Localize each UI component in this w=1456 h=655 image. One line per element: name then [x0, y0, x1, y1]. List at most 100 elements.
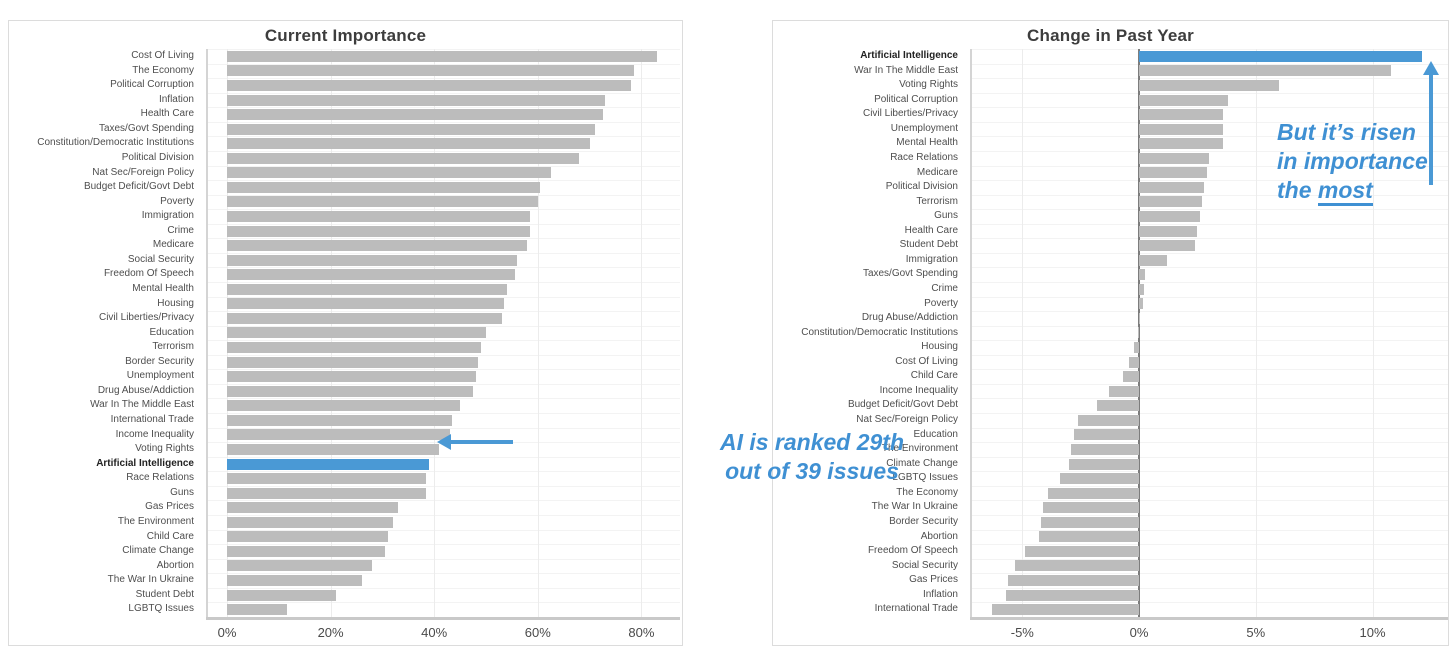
- row-gridline: [970, 252, 1448, 254]
- category-label: Budget Deficit/Govt Debt: [83, 181, 194, 192]
- bar: [1139, 196, 1202, 208]
- bar: [1134, 342, 1139, 353]
- x-axis-line: [970, 617, 1448, 620]
- row-gridline: [206, 500, 680, 502]
- bar: [227, 283, 507, 295]
- row-gridline: [970, 209, 1448, 211]
- row-gridline: [206, 121, 680, 123]
- category-label: Housing: [921, 341, 958, 353]
- bar: [227, 79, 631, 91]
- row-gridline: [206, 136, 680, 138]
- row-gridline: [206, 369, 680, 371]
- row-gridline: [970, 544, 1448, 545]
- bar: [1059, 473, 1139, 484]
- row-gridline: [970, 165, 1448, 167]
- bar: [1043, 502, 1139, 514]
- row-gridline: [206, 427, 680, 429]
- category-label: Medicare: [916, 166, 958, 178]
- row-gridline: [970, 296, 1448, 298]
- bar: [227, 327, 486, 339]
- annotation-line: in importance: [1277, 148, 1428, 174]
- row-gridline: [206, 573, 680, 575]
- category-label: The Economy: [132, 64, 194, 76]
- bar: [1073, 429, 1139, 441]
- annotation-ai-rank: AI is ranked 29th out of 39 issues: [712, 428, 912, 486]
- category-label: Drug Abuse/Addiction: [861, 312, 958, 324]
- x-axis-tick-label: -5%: [1010, 625, 1034, 640]
- bar: [1139, 269, 1145, 281]
- bar: [227, 123, 595, 135]
- row-gridline: [206, 63, 680, 65]
- row-gridline: [206, 471, 680, 473]
- bar: [1008, 574, 1139, 586]
- category-label: Budget Deficit/Govt Debt: [847, 399, 958, 411]
- row-gridline: [206, 383, 680, 385]
- row-gridline: [206, 529, 680, 531]
- category-label: Civil Liberties/Privacy: [862, 108, 958, 120]
- row-gridline: [970, 238, 1448, 240]
- bar: [1038, 531, 1139, 543]
- category-label: Constitution/Democratic Institutions: [801, 326, 958, 338]
- row-gridline: [206, 194, 680, 196]
- zero-baseline: [1138, 49, 1140, 617]
- bar: [227, 371, 476, 383]
- chart-title: Change in Past Year: [1027, 26, 1194, 45]
- category-label: Mental Health: [896, 137, 958, 149]
- row-gridline: [970, 602, 1448, 604]
- row-gridline: [970, 354, 1448, 356]
- row-gridline: [970, 282, 1448, 283]
- bar: [1139, 152, 1210, 164]
- row-gridline: [970, 413, 1448, 414]
- category-label: Income Inequality: [115, 428, 194, 440]
- category-label: Housing: [157, 297, 194, 309]
- bar: [1139, 79, 1280, 91]
- category-label: Gas Prices: [145, 501, 194, 513]
- category-label: Poverty: [160, 195, 194, 207]
- category-label: Education: [149, 326, 194, 338]
- highlight-bar: [227, 458, 429, 470]
- bar: [1139, 240, 1195, 252]
- row-gridline: [970, 383, 1448, 385]
- category-label: LGBTQ Issues: [128, 603, 194, 615]
- bar: [1139, 254, 1167, 266]
- row-gridline: [970, 223, 1448, 225]
- category-label: Gas Prices: [909, 574, 958, 586]
- category-label: Political Corruption: [110, 79, 194, 91]
- bar: [1139, 167, 1207, 179]
- bar: [227, 181, 541, 193]
- row-gridline: [206, 78, 680, 80]
- category-label: Abortion: [156, 559, 194, 571]
- bar: [1139, 210, 1200, 222]
- category-label: Voting Rights: [135, 443, 194, 455]
- annotation-up-arrow-line: [1429, 75, 1433, 185]
- bar: [227, 589, 336, 601]
- category-label: The War In Ukraine: [107, 574, 194, 586]
- bar: [227, 196, 538, 208]
- bar: [1024, 545, 1139, 557]
- row-gridline: [206, 238, 680, 240]
- bar: [1139, 138, 1224, 150]
- bar: [1139, 109, 1224, 120]
- category-label: Unemployment: [890, 122, 958, 134]
- bar: [1139, 181, 1205, 193]
- category-label: The Environment: [117, 515, 194, 527]
- row-gridline: [970, 180, 1448, 181]
- row-gridline: [970, 558, 1448, 560]
- row-gridline: [970, 92, 1448, 94]
- row-gridline: [970, 121, 1448, 123]
- plot-area: 0% 20% 40% 60% 80%: [206, 49, 680, 640]
- category-label: Student Debt: [899, 239, 958, 251]
- category-label: Health Care: [904, 224, 958, 236]
- row-gridline: [970, 150, 1448, 152]
- category-label: Guns: [170, 486, 194, 498]
- bar: [1005, 589, 1139, 601]
- category-label: War In The Middle East: [854, 64, 958, 76]
- bar: [1139, 94, 1228, 106]
- left-arrow-icon: [437, 434, 451, 450]
- bar: [227, 400, 461, 412]
- category-label: War In The Middle East: [90, 399, 194, 411]
- row-gridline: [206, 340, 680, 342]
- row-gridline: [206, 49, 680, 50]
- annotation-line: AI is ranked 29th: [719, 429, 905, 455]
